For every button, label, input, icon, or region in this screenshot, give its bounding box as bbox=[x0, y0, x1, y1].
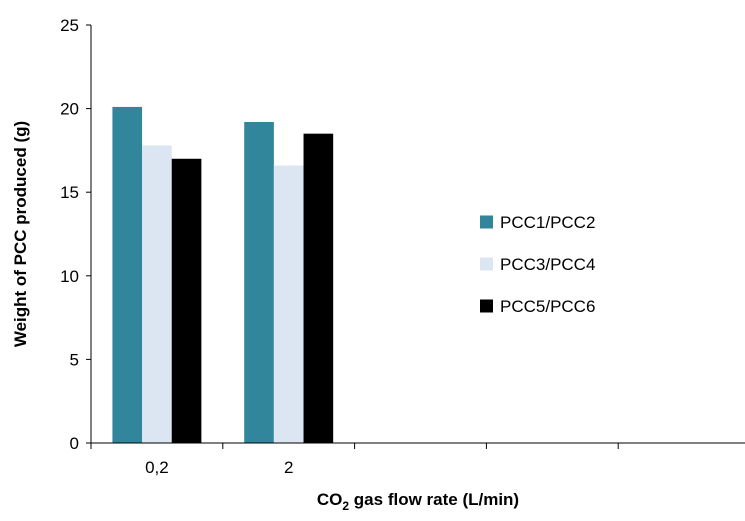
bar-pcc1-pcc2-0 bbox=[112, 107, 142, 443]
x-axis-title-rest: gas flow rate (L/min) bbox=[349, 490, 519, 509]
legend-label: PCC1/PCC2 bbox=[500, 213, 595, 232]
x-axis-title-main: CO bbox=[317, 490, 343, 509]
legend-swatch bbox=[480, 300, 493, 313]
x-tick-label: 2 bbox=[284, 458, 293, 477]
x-axis-title: CO2 gas flow rate (L/min) bbox=[317, 490, 519, 513]
y-tick-label: 10 bbox=[60, 267, 79, 286]
bars-group bbox=[112, 107, 333, 443]
legend-swatch bbox=[480, 258, 493, 271]
bar-pcc3-pcc4-0 bbox=[142, 145, 172, 443]
legend-label: PCC3/PCC4 bbox=[500, 255, 595, 274]
y-tick-label: 5 bbox=[70, 350, 79, 369]
y-axis-ticks: 0 5 10 15 20 25 bbox=[60, 16, 91, 453]
bar-pcc5-pcc6-1 bbox=[304, 134, 334, 443]
legend: PCC1/PCC2 PCC3/PCC4 PCC5/PCC6 bbox=[480, 213, 595, 316]
legend-label: PCC5/PCC6 bbox=[500, 297, 595, 316]
y-tick-label: 15 bbox=[60, 183, 79, 202]
bar-pcc1-pcc2-1 bbox=[244, 122, 274, 443]
bar-pcc3-pcc4-1 bbox=[274, 165, 304, 443]
y-tick-label: 20 bbox=[60, 100, 79, 119]
y-tick-label: 25 bbox=[60, 16, 79, 35]
bar-pcc5-pcc6-0 bbox=[172, 159, 202, 443]
x-axis-ticks: 0,2 2 bbox=[91, 443, 745, 477]
x-tick-label: 0,2 bbox=[145, 458, 169, 477]
y-tick-label: 0 bbox=[70, 434, 79, 453]
y-axis-title: Weight of PCC produced (g) bbox=[11, 121, 30, 347]
legend-swatch bbox=[480, 216, 493, 229]
